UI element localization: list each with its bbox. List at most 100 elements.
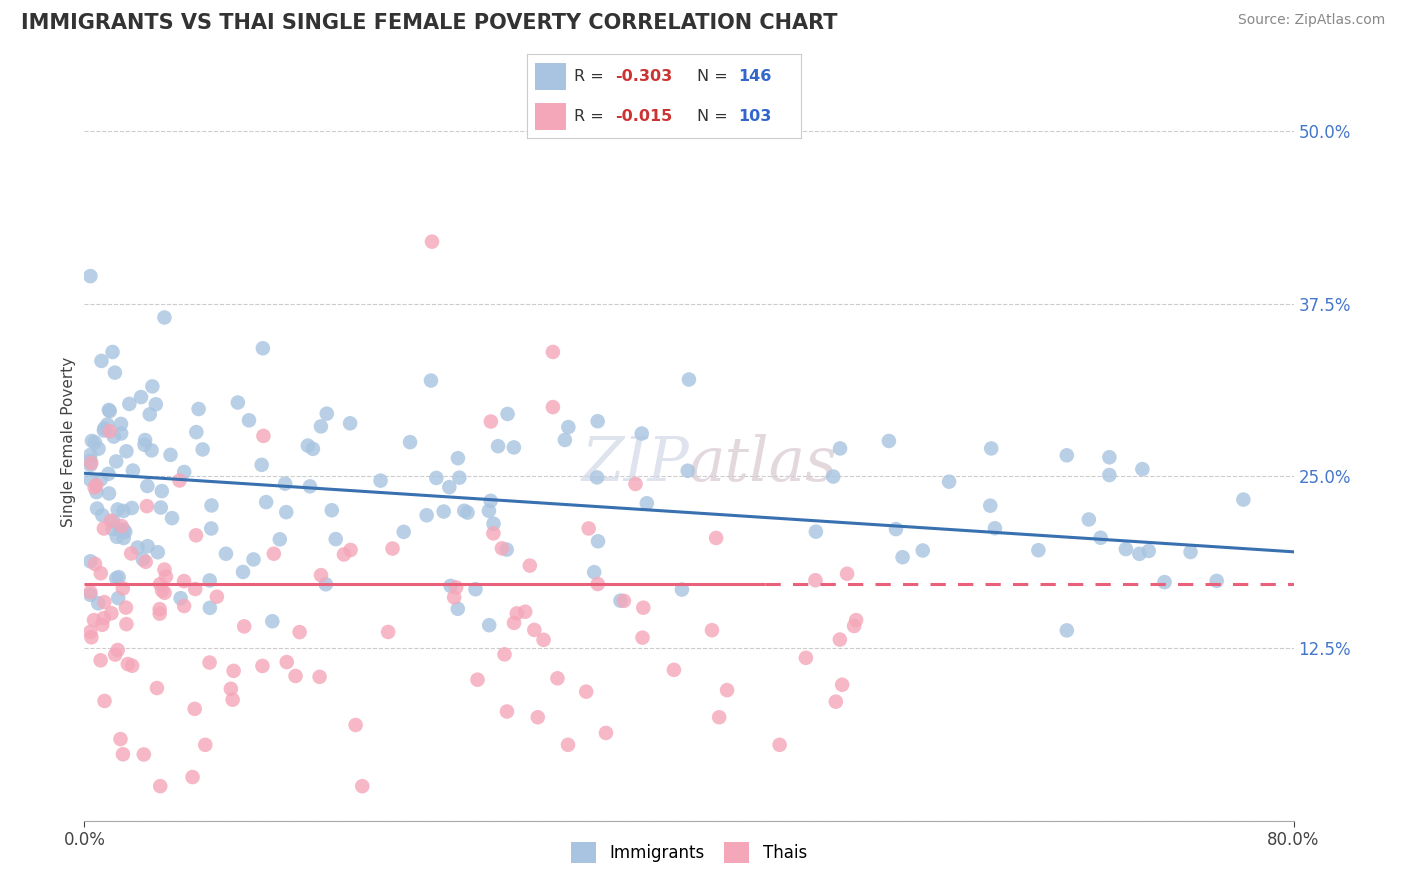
Point [87, 442, 110, 456]
Point [191, 442, 214, 457]
Point [150, 484, 173, 499]
Point [425, 471, 447, 485]
Point [93, 421, 115, 435]
Point [194, 738, 217, 752]
Point [415, 508, 437, 523]
Point [496, 407, 519, 421]
Point [169, 591, 191, 606]
Point [783, 118, 806, 132]
Point [891, 550, 914, 565]
Point [135, 499, 157, 513]
Point [134, 433, 156, 447]
Point [90, 354, 112, 368]
Point [440, 579, 463, 593]
Point [557, 420, 579, 434]
Point [149, 602, 172, 616]
Point [103, 514, 125, 528]
Point [250, 458, 273, 472]
Point [141, 379, 163, 393]
Point [482, 516, 505, 531]
Point [831, 678, 853, 692]
Point [804, 524, 827, 539]
Point [595, 726, 617, 740]
Point [527, 710, 550, 724]
Point [219, 681, 242, 696]
Point [1137, 544, 1160, 558]
Point [478, 504, 501, 518]
Point [1153, 575, 1175, 590]
Point [86, 485, 108, 500]
Point [979, 499, 1001, 513]
Point [149, 779, 172, 793]
Text: ZIP: ZIP [581, 434, 689, 494]
Text: IMMIGRANTS VS THAI SINGLE FEMALE POVERTY CORRELATION CHART: IMMIGRANTS VS THAI SINGLE FEMALE POVERTY… [21, 13, 838, 33]
Point [138, 408, 160, 422]
Point [252, 659, 274, 673]
Point [226, 395, 249, 409]
Point [325, 532, 347, 546]
Point [107, 502, 129, 516]
Point [447, 451, 470, 466]
Point [93, 522, 115, 536]
Point [533, 632, 555, 647]
Point [141, 443, 163, 458]
Point [578, 521, 600, 535]
Point [443, 591, 465, 605]
Point [114, 524, 136, 539]
Point [104, 366, 127, 380]
Point [1098, 468, 1121, 483]
Point [321, 503, 343, 517]
Point [136, 479, 159, 493]
Text: R =: R = [574, 109, 609, 124]
Point [104, 648, 127, 662]
Point [339, 417, 361, 431]
Point [830, 442, 852, 456]
Point [309, 419, 332, 434]
Point [79, 448, 101, 462]
Point [496, 705, 519, 719]
Point [631, 631, 654, 645]
Point [1077, 512, 1099, 526]
Point [392, 524, 415, 539]
Point [96, 417, 118, 432]
Point [276, 505, 298, 519]
Point [132, 552, 155, 566]
Point [155, 569, 177, 583]
Point [98, 404, 121, 418]
Point [824, 695, 846, 709]
Point [79, 585, 101, 599]
Point [242, 552, 264, 566]
Point [716, 683, 738, 698]
Point [121, 658, 143, 673]
Point [117, 657, 139, 671]
Point [184, 582, 207, 596]
Point [115, 617, 138, 632]
Point [136, 539, 159, 553]
Point [232, 565, 254, 579]
Point [333, 548, 356, 562]
Point [515, 605, 537, 619]
Point [586, 470, 609, 484]
Point [101, 345, 124, 359]
Text: 103: 103 [738, 109, 772, 124]
Point [845, 613, 868, 627]
Legend: Immigrants, Thais: Immigrants, Thais [564, 836, 814, 869]
Point [86, 501, 108, 516]
Point [444, 581, 467, 595]
Point [183, 702, 205, 716]
Text: atlas: atlas [689, 434, 838, 494]
Point [146, 681, 169, 695]
Point [110, 417, 132, 431]
Point [107, 643, 129, 657]
Point [624, 477, 647, 491]
Point [233, 619, 256, 633]
Point [79, 269, 101, 284]
Point [83, 481, 105, 495]
Point [98, 486, 121, 500]
Point [169, 474, 191, 488]
Point [370, 474, 392, 488]
Point [135, 555, 157, 569]
Point [150, 583, 173, 598]
Point [181, 770, 204, 784]
Point [842, 619, 865, 633]
